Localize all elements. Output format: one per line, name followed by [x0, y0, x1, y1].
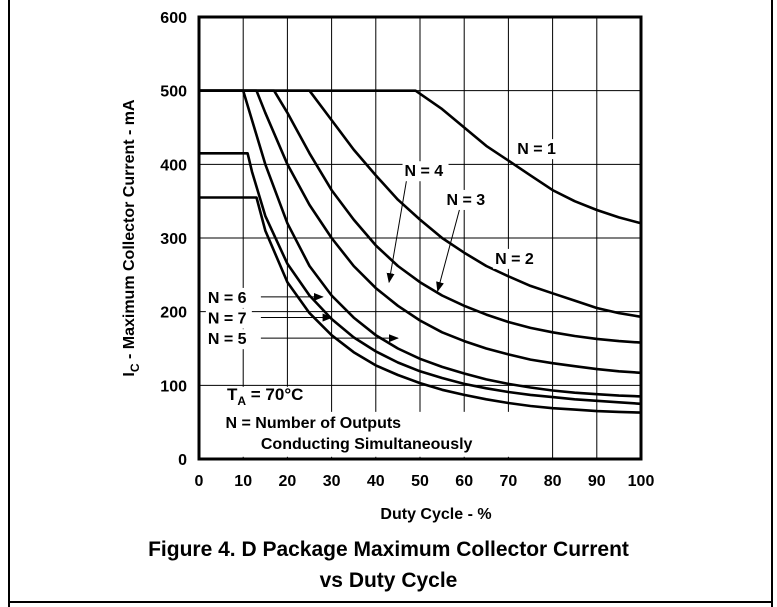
- annotation-label: N = 5: [208, 331, 247, 348]
- temperature-note: TA = 70°C: [227, 385, 303, 408]
- series-line-n=7: [199, 196, 642, 414]
- x-tick-label: 20: [279, 473, 297, 490]
- series-line-n=3: [199, 89, 642, 344]
- annotation-label: N = 1: [517, 141, 556, 158]
- y-tick-label: 0: [178, 452, 187, 469]
- figure-frame-left: [8, 0, 10, 607]
- annotation-label: N = 3: [447, 192, 486, 209]
- annotation-label-background: [205, 329, 252, 350]
- annotation-background: [329, 411, 518, 457]
- x-tick-label: 10: [234, 473, 252, 490]
- y-tick-label: 400: [160, 157, 187, 174]
- y-axis-label-rest: - Maximum Collector Current - mA: [121, 99, 138, 363]
- x-tick-label: 60: [455, 473, 473, 490]
- x-tick-label: 100: [628, 473, 655, 490]
- temperature-note-main: T: [227, 385, 238, 404]
- series-line-n=6: [199, 152, 642, 406]
- figure-caption-line-1: Figure 4. D Package Maximum Collector Cu…: [148, 538, 629, 561]
- y-tick-label: 300: [160, 231, 187, 248]
- annotation-label-background: [402, 161, 449, 182]
- annotation-label-background: [205, 287, 252, 308]
- curve-layer: [199, 89, 642, 414]
- x-tick-label: 80: [544, 473, 562, 490]
- annotation-label-background: [493, 248, 540, 269]
- x-tick-label: 0: [195, 473, 204, 490]
- annotation-label: Conducting Simultaneously: [261, 436, 473, 453]
- annotation-label-background: [205, 308, 252, 329]
- annotation-label: N = 6: [208, 290, 247, 307]
- annotation-arrow: [386, 178, 408, 284]
- annotation-label-background: [515, 139, 562, 160]
- annotation-background: [201, 386, 330, 457]
- x-tick-label: 50: [411, 473, 429, 490]
- y-axis-label: IC - Maximum Collector Current - mA: [121, 99, 142, 377]
- y-tick-label: 500: [160, 84, 187, 101]
- figure-caption-line-2: vs Duty Cycle: [319, 569, 458, 592]
- y-axis-label-main: I: [121, 372, 138, 376]
- x-tick-label: 70: [500, 473, 518, 490]
- y-tick-label: 200: [160, 305, 187, 322]
- series-line-n=1: [199, 89, 642, 225]
- annotation-label: N = 4: [405, 163, 444, 180]
- annotation-arrow: [436, 208, 461, 293]
- annotation-layer: N = 1 N = 2 N = 3N = 4 N = 6 N = 7 N = 5 N = N…: [205, 139, 562, 453]
- y-tick-label: 600: [160, 10, 187, 27]
- figure-frame-bottom: [8, 601, 773, 603]
- series-line-n=5: [199, 89, 642, 398]
- collector-current-chart: 0 10 20 30 40 50 60 70 80 90 100 0 100 200 300 400 500 60…: [121, 10, 654, 523]
- y-axis-label-sub: C: [128, 363, 142, 372]
- x-tick-label: 30: [323, 473, 341, 490]
- temperature-note-sub: A: [237, 394, 246, 408]
- y-tick-label: 100: [160, 378, 187, 395]
- temperature-note-rest: = 70°C: [246, 385, 303, 404]
- series-line-n=4: [199, 89, 642, 375]
- annotation-label: N = 7: [208, 311, 247, 328]
- annotation-label-background: [444, 189, 491, 210]
- plot-frame: [197, 15, 643, 461]
- annotation-label: N = 2: [495, 251, 534, 268]
- x-axis-label: Duty Cycle - %: [380, 506, 491, 523]
- x-tick-label: 40: [367, 473, 385, 490]
- figure-frame-right: [771, 0, 773, 607]
- annotation-label: N = Number of Outputs: [226, 415, 402, 432]
- axis-layer: 0 10 20 30 40 50 60 70 80 90 100 0 100 200 300 400 500 60…: [160, 10, 654, 490]
- series-line-n=2: [199, 89, 642, 319]
- x-tick-label: 90: [588, 473, 606, 490]
